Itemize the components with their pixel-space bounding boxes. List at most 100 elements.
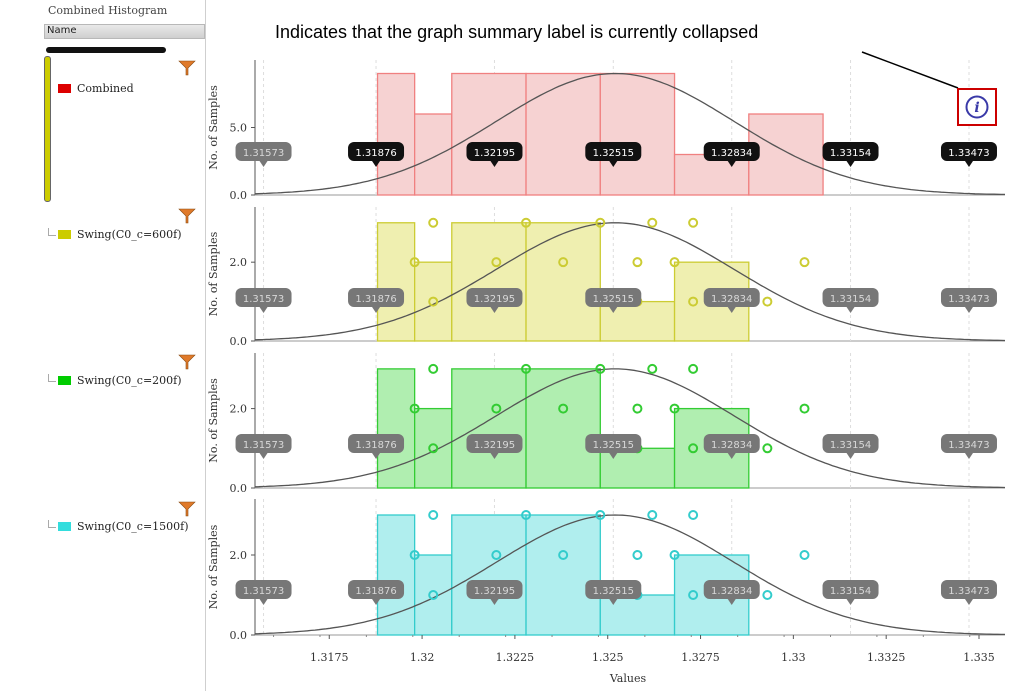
sigma-label: 1.32195 <box>474 148 515 159</box>
sample-point <box>799 550 810 560</box>
legend-label: Swing(C0_c=600f) <box>77 228 182 241</box>
sample-point <box>428 217 439 228</box>
filter-icon[interactable] <box>178 208 196 224</box>
x-tick-label: 1.3275 <box>681 651 720 664</box>
histogram-bar <box>599 72 676 196</box>
sample-point <box>409 550 420 560</box>
legend-item-swing-600f[interactable]: Swing(C0_c=600f) <box>58 228 182 241</box>
sigma-label-box <box>585 288 642 307</box>
sigma-label-box <box>585 142 642 161</box>
sample-point <box>491 403 502 414</box>
fit-curve <box>254 514 1005 636</box>
sample-point <box>762 296 773 307</box>
sample-point <box>409 257 420 268</box>
filter-icon[interactable] <box>178 354 196 370</box>
sigma-label: 1.32195 <box>474 294 515 305</box>
legend-item-combined[interactable]: Combined <box>58 82 134 95</box>
sigma-label-pointer <box>727 453 736 459</box>
legend-label: Swing(C0_c=1500f) <box>77 520 189 533</box>
y-tick-label: 2.0 <box>230 256 248 269</box>
histogram-bar <box>414 554 453 636</box>
sigma-label-box <box>466 580 523 599</box>
sigma-label: 1.33473 <box>948 294 989 305</box>
sample-point <box>521 510 532 520</box>
sigma-label: 1.31573 <box>243 440 284 451</box>
sigma-label-box <box>822 142 879 161</box>
sigma-label: 1.33154 <box>830 294 871 305</box>
sigma-label: 1.33473 <box>948 440 989 451</box>
swatch-icon <box>58 376 71 385</box>
sample-point <box>647 363 658 374</box>
sigma-label-box <box>822 434 879 453</box>
histogram-bar <box>414 407 453 489</box>
y-tick-label: 2.0 <box>230 403 248 416</box>
sigma-label-box <box>703 142 760 161</box>
sigma-label-box <box>466 142 523 161</box>
sigma-label: 1.32195 <box>474 440 515 451</box>
sample-point <box>491 550 502 560</box>
sigma-label-box <box>466 434 523 453</box>
sample-point <box>647 510 658 520</box>
histogram-tree-panel: Combined Histogram Name Combined Swing(C… <box>0 0 206 691</box>
sigma-label: 1.32834 <box>711 440 752 451</box>
sigma-label-pointer <box>490 307 499 313</box>
swatch-icon <box>58 84 71 93</box>
summary-collapsed-button[interactable]: i <box>957 88 997 126</box>
name-column-header[interactable]: Name <box>44 24 205 39</box>
sample-point <box>632 550 643 560</box>
histogram-bar <box>414 261 453 342</box>
sample-point <box>632 257 643 268</box>
sigma-label-pointer <box>964 599 973 605</box>
sigma-label-pointer <box>259 307 268 313</box>
swatch-icon <box>58 522 71 531</box>
histogram-bar <box>525 514 601 636</box>
fit-curve <box>254 368 1006 489</box>
info-icon: i <box>965 95 989 119</box>
x-tick-label: 1.325 <box>592 651 624 664</box>
legend-item-swing-200f[interactable]: Swing(C0_c=200f) <box>58 374 182 387</box>
sigma-label-box <box>585 580 642 599</box>
sigma-label-pointer <box>727 307 736 313</box>
y-axis-label: No. of Samples <box>207 524 220 609</box>
sample-point <box>428 296 439 307</box>
sample-point <box>595 217 606 228</box>
sigma-label-box <box>940 434 997 453</box>
sigma-label-box <box>822 288 879 307</box>
y-tick-label: 0.0 <box>230 335 248 348</box>
sigma-label-pointer <box>846 453 855 459</box>
x-tick-label: 1.3225 <box>496 651 535 664</box>
filter-icon[interactable] <box>178 60 196 76</box>
sample-point <box>595 363 606 374</box>
horizontal-scrollbar[interactable] <box>46 47 166 53</box>
sample-point <box>521 363 532 374</box>
sigma-label-pointer <box>846 161 855 167</box>
sigma-label-pointer <box>846 599 855 605</box>
sigma-label-box <box>703 434 760 453</box>
sample-point <box>428 510 439 520</box>
sigma-label-box <box>703 580 760 599</box>
x-tick-label: 1.32 <box>410 651 435 664</box>
sigma-label-box <box>466 288 523 307</box>
sample-point <box>647 217 658 228</box>
sample-point <box>688 590 699 600</box>
sigma-label-pointer <box>259 453 268 459</box>
filter-icon[interactable] <box>178 501 196 517</box>
sample-point <box>669 257 680 268</box>
legend-item-swing-1500f[interactable]: Swing(C0_c=1500f) <box>58 520 189 533</box>
panel-title: Combined Histogram <box>48 4 168 17</box>
histogram-bar <box>451 514 527 636</box>
sample-point <box>428 590 439 600</box>
sample-point <box>558 550 569 560</box>
x-tick-label: 1.3175 <box>310 651 349 664</box>
sigma-label-pointer <box>727 599 736 605</box>
sigma-label: 1.31573 <box>243 294 284 305</box>
x-tick-label: 1.335 <box>963 651 995 664</box>
sigma-label-box <box>235 434 292 453</box>
sigma-label-pointer <box>964 453 973 459</box>
sample-point <box>632 403 643 414</box>
sigma-label-pointer <box>727 161 736 167</box>
annotation-text: Indicates that the graph summary label i… <box>275 22 759 42</box>
sigma-label: 1.33473 <box>948 586 989 597</box>
histogram-bar <box>376 222 416 342</box>
histogram-bar <box>414 113 453 196</box>
